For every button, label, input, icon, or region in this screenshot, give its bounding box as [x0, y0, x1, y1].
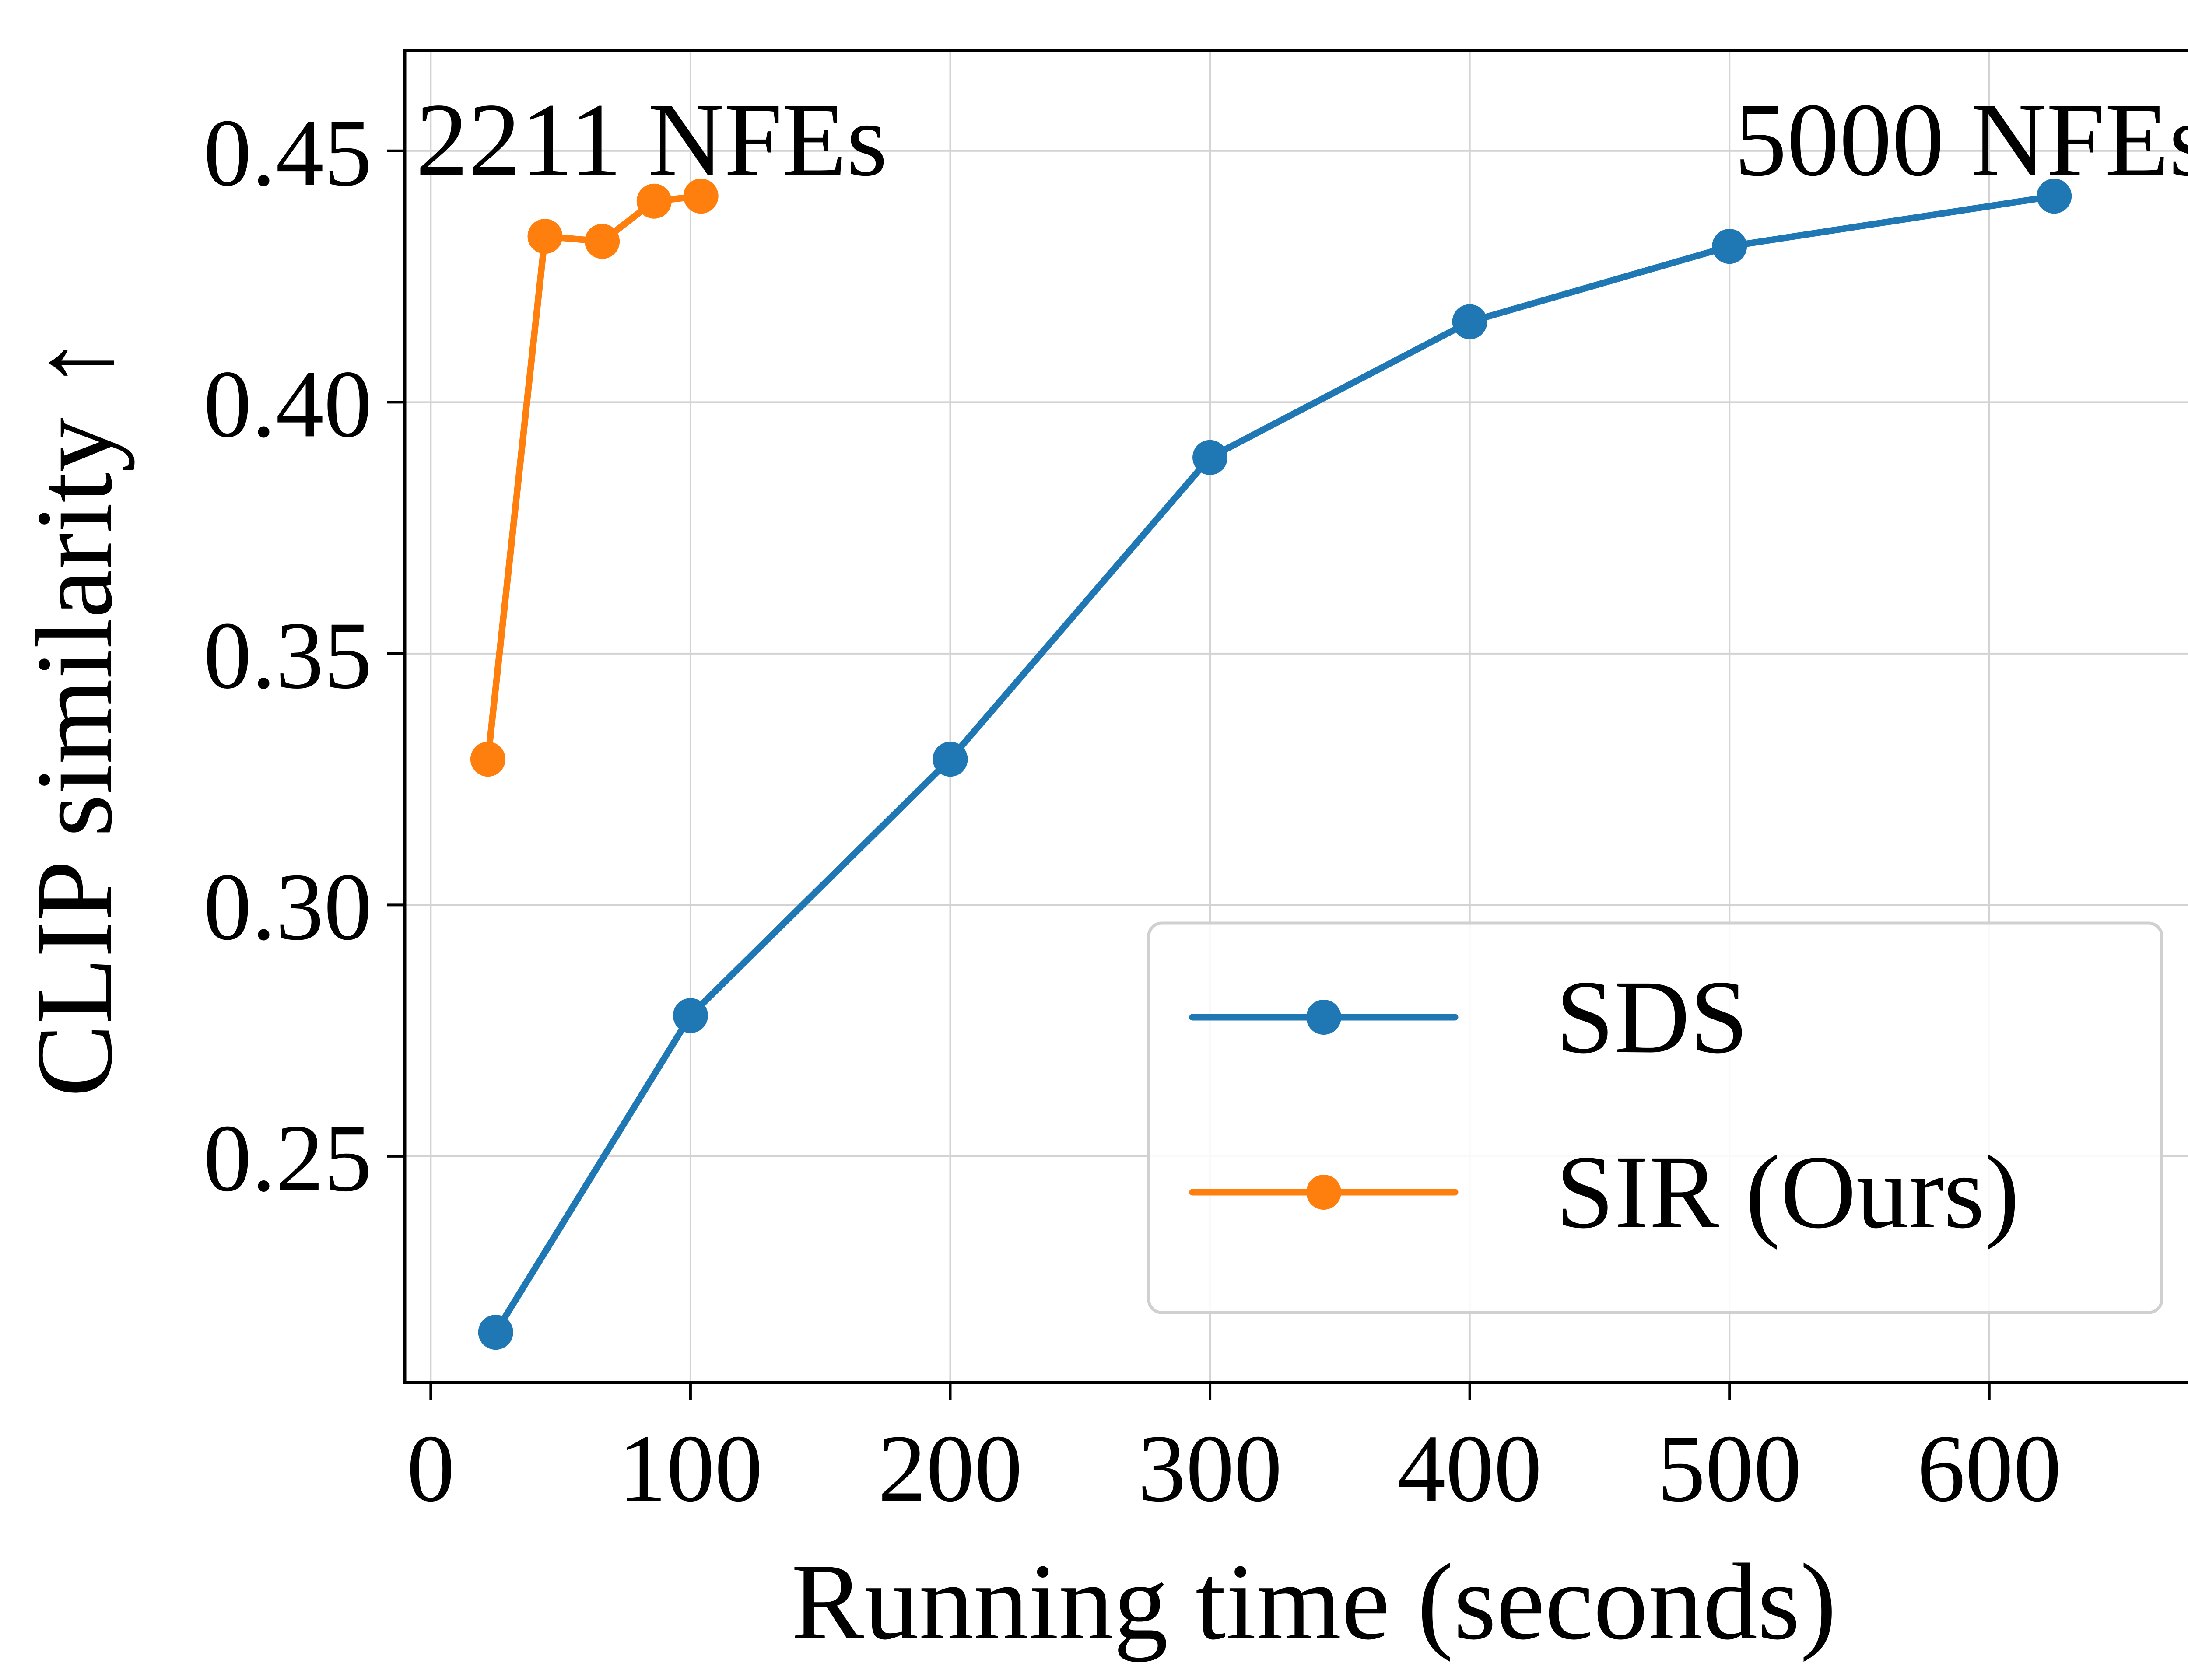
- y-tick-label: 0.25: [203, 1105, 372, 1211]
- annotations: 2211 NFEs 5000 NFEs: [416, 81, 2188, 198]
- y-tick-label: 0.30: [203, 853, 372, 960]
- y-tick-label: 0.45: [203, 99, 372, 206]
- series-layer: [470, 178, 2072, 1350]
- legend-marker-sir: [1306, 1175, 1341, 1210]
- data-point-sds: [1192, 440, 1228, 475]
- data-point-sir: [683, 178, 719, 214]
- data-point-sds: [673, 998, 708, 1033]
- data-point-sds: [1452, 304, 1487, 340]
- data-point-sir: [470, 742, 505, 777]
- data-point-sds: [478, 1315, 513, 1350]
- x-tick-label: 200: [878, 1415, 1023, 1522]
- y-tick-label: 0.40: [203, 350, 372, 457]
- data-point-sir: [585, 224, 620, 259]
- legend-label-sds: SDS: [1556, 959, 1748, 1075]
- y-axis-title: CLIP similarity ↑: [14, 336, 135, 1097]
- annotation-sir-nfes: 2211 NFEs: [416, 81, 887, 198]
- x-tick-label: 300: [1138, 1415, 1282, 1522]
- legend: SDS SIR (Ours): [1147, 921, 2163, 1314]
- x-tick-label: 500: [1657, 1415, 1802, 1522]
- x-tick-label: 100: [618, 1415, 763, 1522]
- y-tick-label: 0.35: [203, 602, 372, 709]
- data-point-sds: [933, 742, 968, 777]
- x-axis-title: Running time (seconds): [791, 1541, 1837, 1662]
- data-point-sir: [527, 219, 563, 254]
- data-point-sds: [1712, 229, 1747, 264]
- annotation-sds-nfes: 5000 NFEs: [1734, 81, 2188, 198]
- axis-ticks: 0 100 200 300 400 500 600 0.25 0.30 0.35 0.40 0.45: [203, 99, 2062, 1522]
- x-tick-label: 600: [1917, 1415, 2062, 1522]
- data-point-sds: [2037, 178, 2072, 214]
- legend-marker-sds: [1306, 1000, 1341, 1035]
- x-tick-label: 400: [1398, 1415, 1542, 1522]
- plot-frame: [403, 49, 2188, 1384]
- grid: [405, 50, 2188, 1382]
- x-tick-label: 0: [407, 1415, 455, 1522]
- legend-label-sir: SIR (Ours): [1556, 1134, 2020, 1250]
- data-point-sir: [636, 183, 672, 219]
